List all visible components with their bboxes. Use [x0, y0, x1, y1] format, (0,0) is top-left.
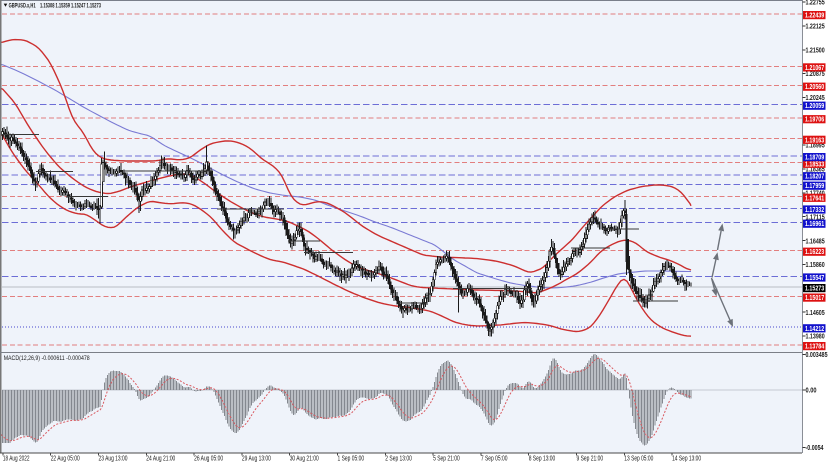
svg-text:1.17740: 1.17740: [806, 189, 825, 198]
svg-text:1.18533: 1.18533: [805, 159, 824, 168]
svg-text:30 Aug 21:00: 30 Aug 21:00: [290, 456, 319, 463]
svg-text:MACD(12,26,9) -0.000611 -0.000: MACD(12,26,9) -0.000611 -0.000478: [4, 355, 90, 362]
svg-text:24 Aug 21:00: 24 Aug 21:00: [146, 456, 175, 463]
svg-text:1.13980: 1.13980: [806, 332, 825, 341]
svg-text:1.18995: 1.18995: [806, 141, 825, 150]
svg-text:1.22439: 1.22439: [805, 11, 824, 20]
svg-text:1.13784: 1.13784: [805, 342, 824, 351]
svg-text:-0.0054: -0.0054: [806, 443, 824, 452]
svg-text:1.22755: 1.22755: [806, 0, 825, 7]
svg-text:1.15547: 1.15547: [805, 273, 824, 282]
svg-text:1.18365: 1.18365: [806, 165, 825, 174]
svg-text:5 Sep 21:00: 5 Sep 21:00: [433, 456, 460, 463]
svg-text:29 Aug 13:00: 29 Aug 13:00: [242, 456, 271, 463]
svg-text:GBPUSD.x,H1: GBPUSD.x,H1: [9, 3, 36, 10]
svg-text:1.19706: 1.19706: [805, 115, 824, 124]
svg-text:1.16485: 1.16485: [806, 236, 825, 245]
svg-text:1.15273: 1.15273: [87, 3, 102, 10]
svg-text:1.14212: 1.14212: [805, 324, 824, 333]
svg-text:26 Aug 05:00: 26 Aug 05:00: [194, 456, 223, 463]
svg-text:22 Aug 05:00: 22 Aug 05:00: [51, 456, 80, 463]
svg-text:1.21067: 1.21067: [805, 63, 824, 72]
svg-text:18 Aug 2022: 18 Aug 2022: [3, 456, 30, 463]
svg-text:1.17641: 1.17641: [805, 193, 824, 202]
svg-text:1.16961: 1.16961: [805, 219, 824, 228]
svg-text:1.14605: 1.14605: [806, 308, 825, 317]
svg-text:1.18207: 1.18207: [805, 172, 824, 181]
svg-text:2 Sep 13:00: 2 Sep 13:00: [385, 456, 412, 463]
svg-text:0.00: 0.00: [806, 385, 817, 394]
svg-text:23 Aug 13:00: 23 Aug 13:00: [99, 456, 128, 463]
svg-text:14 Sep 13:00: 14 Sep 13:00: [672, 456, 701, 463]
svg-text:1.17332: 1.17332: [805, 205, 824, 214]
svg-text:9 Sep 21:00: 9 Sep 21:00: [577, 456, 604, 463]
svg-text:1.20875: 1.20875: [806, 69, 825, 78]
svg-text:1.17115: 1.17115: [806, 212, 825, 221]
svg-text:1.16223: 1.16223: [805, 247, 824, 256]
svg-text:13 Sep 05:00: 13 Sep 05:00: [624, 456, 653, 463]
svg-text:1.15359: 1.15359: [56, 3, 71, 10]
svg-text:1.18709: 1.18709: [805, 153, 824, 162]
svg-text:1.20245: 1.20245: [806, 93, 825, 102]
svg-text:0.003485: 0.003485: [806, 350, 828, 359]
svg-text:1.15017: 1.15017: [805, 293, 824, 302]
svg-text:1.22125: 1.22125: [806, 22, 825, 31]
svg-text:1.20059: 1.20059: [805, 101, 824, 110]
svg-text:1.17959: 1.17959: [805, 181, 824, 190]
svg-text:1.15273: 1.15273: [805, 284, 824, 293]
svg-text:1.20560: 1.20560: [805, 82, 824, 91]
svg-text:1.15308: 1.15308: [40, 3, 55, 10]
svg-text:1.19163: 1.19163: [805, 135, 824, 144]
svg-text:1.15860: 1.15860: [806, 260, 825, 269]
svg-text:1.21500: 1.21500: [806, 45, 825, 54]
svg-text:1 Sep 05:00: 1 Sep 05:00: [338, 456, 365, 463]
svg-text:1.15247: 1.15247: [71, 3, 86, 10]
svg-text:7 Sep 05:00: 7 Sep 05:00: [481, 456, 508, 463]
svg-text:8 Sep 13:00: 8 Sep 13:00: [529, 456, 556, 463]
